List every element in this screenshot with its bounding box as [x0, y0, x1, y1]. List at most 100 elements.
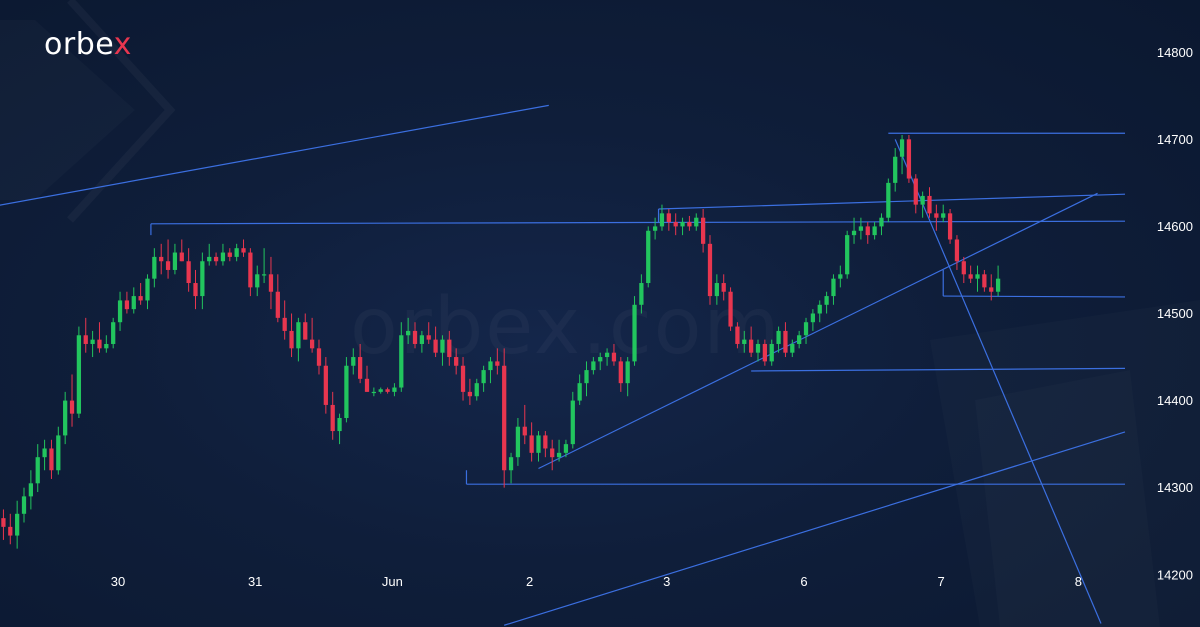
candle: [200, 252, 205, 310]
candle: [797, 330, 802, 349]
candle: [563, 439, 569, 458]
candle-body: [556, 452, 562, 458]
candle: [934, 204, 939, 231]
candle: [364, 365, 370, 392]
candle-body: [831, 278, 836, 297]
candle: [138, 283, 143, 305]
candle-body: [995, 278, 1001, 292]
candle-body: [337, 418, 342, 432]
time-tick-label: 8: [1075, 574, 1082, 589]
candle-body: [845, 235, 850, 275]
candle: [69, 374, 75, 427]
trendline: [894, 139, 1102, 624]
price-tick-label: 14300: [1157, 480, 1193, 495]
candle-body: [975, 274, 980, 279]
candle: [241, 239, 246, 257]
candle-body: [714, 283, 719, 297]
candle: [989, 274, 994, 301]
candle: [502, 348, 507, 488]
candle: [227, 248, 232, 262]
candle-body: [268, 274, 274, 292]
candle-body: [749, 339, 754, 353]
candle: [412, 322, 418, 349]
candle: [817, 300, 822, 323]
candle-body: [632, 304, 637, 362]
candle: [378, 387, 383, 394]
candle-body: [515, 426, 521, 458]
time-tick-label: Jun: [382, 574, 403, 589]
candle-body: [858, 226, 864, 231]
candle-body: [776, 330, 781, 344]
candle: [968, 265, 973, 284]
candle: [570, 391, 575, 449]
candle-body: [248, 252, 253, 288]
candle-body: [652, 226, 658, 231]
candle-body: [735, 326, 740, 344]
candle: [344, 357, 349, 423]
candle-body: [639, 283, 644, 305]
candle: [21, 487, 27, 523]
candle: [577, 374, 582, 405]
candle: [522, 404, 527, 445]
time-axis: 30 31 Jun 2 3 6 7 8: [111, 574, 1082, 589]
candle-body: [296, 322, 301, 349]
candle: [776, 326, 781, 353]
candle-body: [508, 457, 514, 471]
price-tick-label: 14700: [1157, 132, 1193, 147]
candle-body: [577, 383, 582, 401]
price-tick-label: 14800: [1157, 45, 1193, 60]
candle-body: [419, 335, 425, 344]
price-tick-label: 14200: [1157, 567, 1193, 582]
candle: [604, 348, 610, 366]
logo-text: orbe: [44, 27, 114, 62]
candle: [632, 296, 637, 366]
candle: [584, 361, 589, 397]
candle: [213, 252, 219, 266]
candle-body: [42, 448, 47, 458]
candle-body: [906, 139, 912, 179]
candle: [982, 269, 987, 292]
candle: [508, 452, 514, 484]
candle-body: [309, 339, 315, 349]
candle: [117, 291, 123, 331]
candle-body: [797, 335, 802, 344]
candle-body: [165, 261, 171, 270]
candle-body: [104, 343, 109, 349]
candle-body: [550, 448, 555, 458]
candle-body: [927, 195, 932, 214]
candle: [611, 343, 617, 366]
candle: [728, 287, 733, 331]
candle-body: [1, 518, 6, 527]
candle: [556, 439, 562, 462]
candle: [591, 357, 596, 375]
candle: [309, 317, 315, 353]
candle-body: [330, 404, 335, 432]
candle: [721, 274, 726, 301]
candle: [975, 265, 980, 292]
candle: [49, 439, 54, 479]
candle-body: [666, 213, 671, 223]
candle-body: [76, 335, 82, 414]
candle-body: [783, 330, 788, 353]
time-tick-label: 2: [526, 574, 533, 589]
candle-body: [502, 365, 507, 471]
candle-body: [954, 239, 960, 262]
candle: [406, 317, 411, 344]
time-tick-label: 3: [663, 574, 670, 589]
candle-body: [69, 400, 75, 414]
candle: [330, 391, 335, 440]
candle: [810, 309, 816, 331]
candle: [15, 500, 20, 549]
candle: [104, 335, 109, 353]
candle-body: [241, 248, 246, 253]
candle-body: [213, 256, 219, 262]
price-axis: 14800 14700 14600 14500 14400 14300 14200: [1157, 45, 1193, 583]
logo-x: x: [113, 27, 132, 62]
candle: [838, 265, 843, 288]
candle: [282, 300, 287, 340]
candle-body: [145, 278, 150, 301]
candle-body: [659, 213, 665, 227]
candle-body: [803, 322, 809, 336]
